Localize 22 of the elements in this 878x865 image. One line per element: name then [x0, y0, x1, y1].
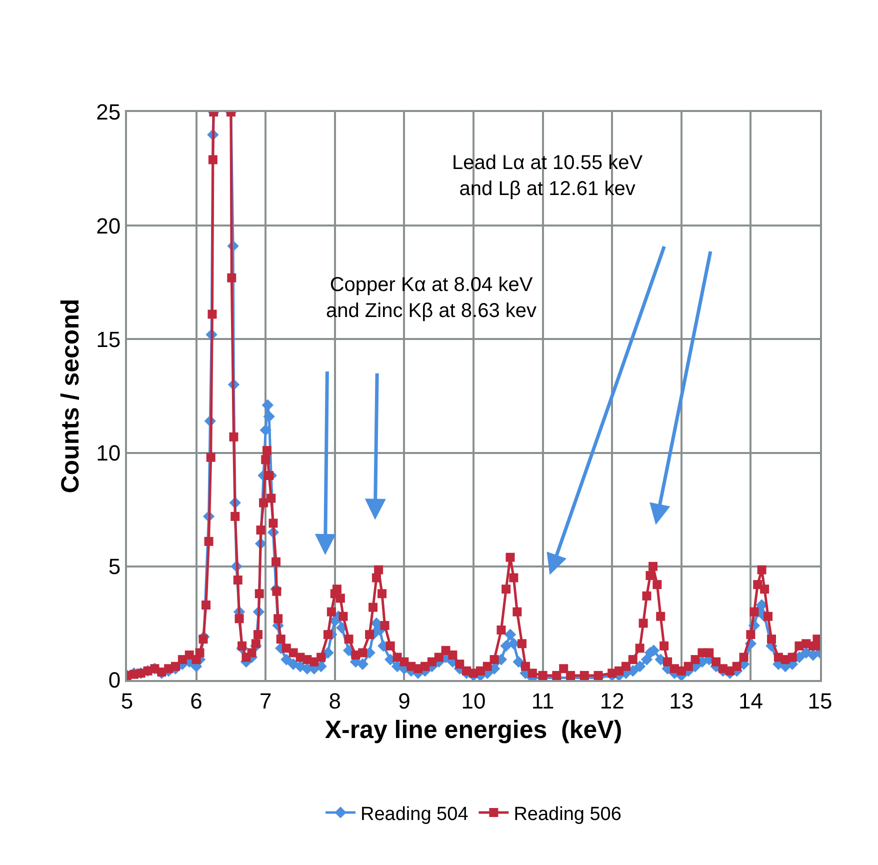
x-tick-label: 10: [461, 688, 486, 714]
annotation: Lead Lα at 10.55 keV and Lβ at 12.61 kev: [452, 152, 644, 200]
x-tick-label: 12: [600, 688, 624, 714]
x-tick-label: 13: [669, 688, 694, 714]
y-tick-label: 0: [108, 668, 121, 693]
y-axis-title: Counts / second: [56, 298, 84, 494]
x-tick-label: 11: [531, 688, 554, 714]
x-tick-label: 9: [398, 688, 410, 714]
x-tick-label: 8: [328, 688, 342, 714]
legend-label: Reading 506: [514, 804, 622, 825]
y-tick-label: 25: [96, 100, 121, 125]
x-tick-label: 14: [738, 688, 763, 714]
x-tick-label: 6: [190, 688, 202, 714]
y-tick-label: 5: [108, 554, 121, 580]
x-tick-label: 7: [259, 688, 272, 714]
y-tick-label: 20: [96, 213, 121, 238]
y-tick-label: 10: [96, 440, 121, 466]
legend-label: Reading 504: [360, 804, 469, 825]
x-tick-label: 15: [808, 688, 832, 714]
y-tick-label: 15: [96, 326, 121, 352]
annotation: Copper Kα at 8.04 keV and Zinc Kβ at 8.63 kev: [326, 274, 537, 322]
x-axis-title: X-ray line energies (keV): [324, 716, 622, 744]
